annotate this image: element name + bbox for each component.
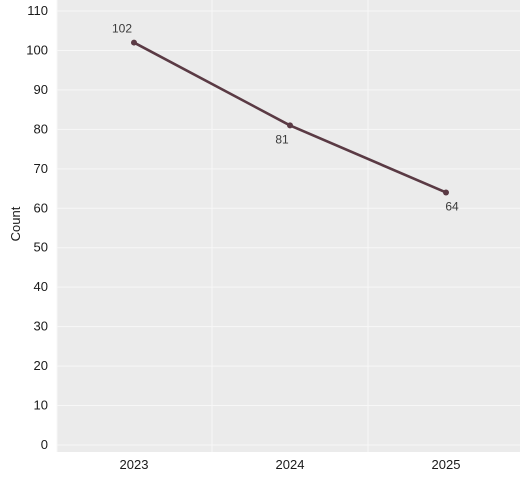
x-tick-label: 2025 — [432, 457, 461, 472]
data-label: 81 — [275, 132, 289, 146]
data-point — [287, 122, 293, 129]
y-tick-label: 40 — [34, 279, 48, 294]
y-tick-label: 10 — [34, 398, 48, 413]
y-tick-label: 20 — [34, 358, 48, 373]
y-tick-label: 90 — [34, 82, 48, 97]
y-tick-label: 100 — [26, 42, 48, 57]
data-labels: 102 81 64 — [112, 22, 459, 214]
data-point — [443, 189, 449, 196]
grid-lines — [56, 0, 520, 452]
y-axis-title: Count — [8, 206, 23, 241]
y-tick-label: 50 — [34, 240, 48, 255]
x-tick-label: 2024 — [276, 457, 305, 472]
series-count — [131, 39, 449, 196]
data-label: 64 — [445, 199, 459, 213]
y-tick-label: 80 — [34, 121, 48, 136]
x-tick-labels: 2023 2024 2025 — [120, 457, 461, 472]
y-tick-labels: 0 10 20 30 40 50 60 70 80 90 100 110 — [26, 3, 48, 452]
y-tick-label: 30 — [34, 319, 48, 334]
y-tick-label: 70 — [34, 161, 48, 176]
plot-panel — [57, 0, 520, 452]
data-point — [131, 39, 137, 46]
x-tick-label: 2023 — [120, 457, 149, 472]
y-tick-label: 110 — [27, 3, 48, 18]
y-tick-label: 0 — [41, 437, 48, 452]
data-label: 102 — [112, 22, 132, 36]
y-tick-label: 60 — [34, 200, 48, 215]
